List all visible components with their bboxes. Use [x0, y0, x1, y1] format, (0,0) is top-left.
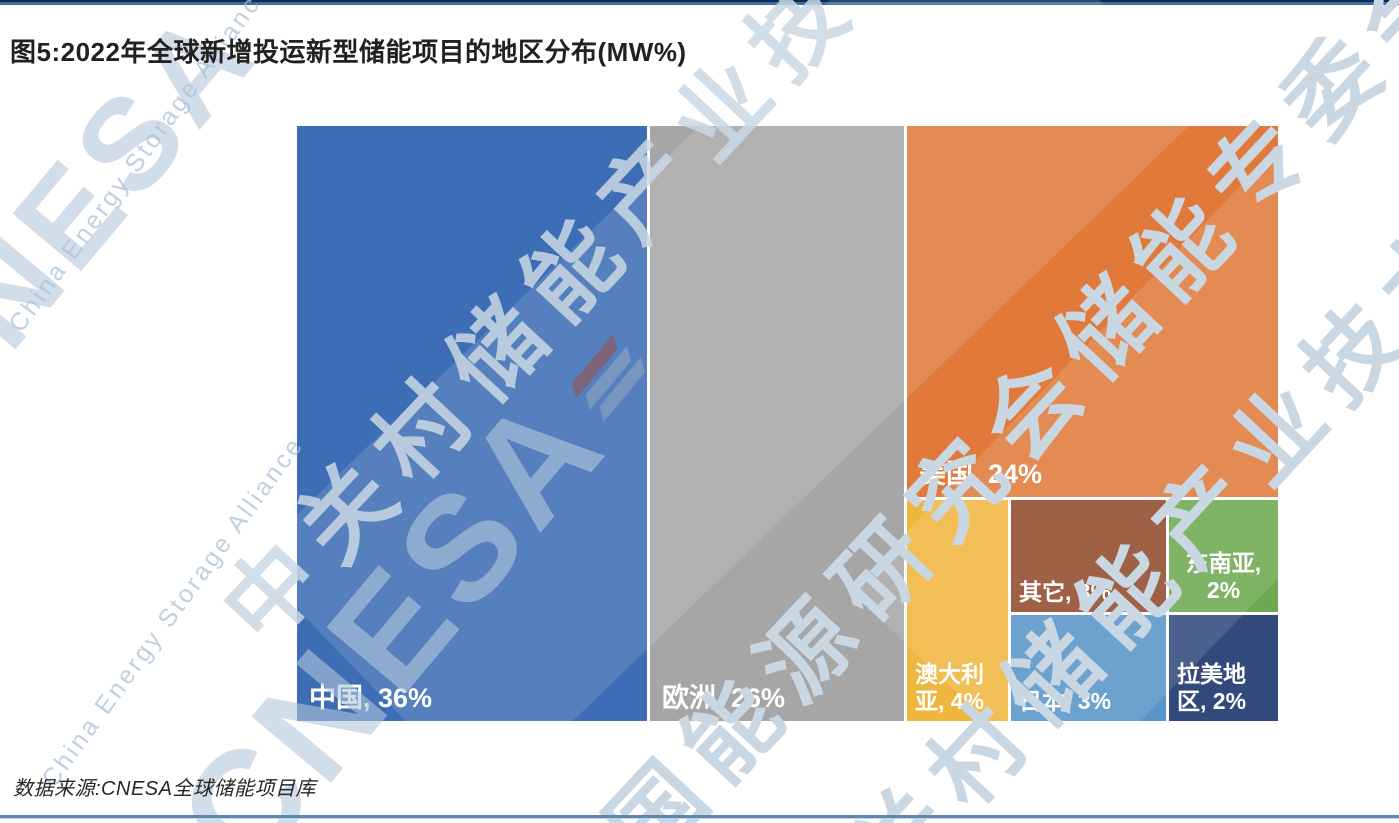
treemap-tile: 其它, 3%	[1011, 500, 1166, 612]
top-border-blue-line	[0, 2, 1399, 5]
treemap-tile: 日本, 3%	[1011, 615, 1166, 721]
treemap-tile-label: 澳大利亚, 4%	[915, 660, 985, 714]
treemap-tile: 东南亚, 2%	[1169, 500, 1278, 612]
treemap-tile-label: 拉美地区, 2%	[1177, 660, 1247, 714]
treemap-tile: 中国, 36%	[297, 126, 647, 721]
treemap-tile-label: 美国, 24%	[919, 459, 1043, 490]
treemap-tile: 美国, 24%	[907, 126, 1278, 497]
figure-title: 图5:2022年全球新增投运新型储能项目的地区分布(MW%)	[10, 37, 687, 67]
top-border	[0, 0, 1399, 5]
bottom-rule	[0, 815, 1399, 819]
watermark-text-en: China Energy Storage Alliance	[36, 431, 310, 793]
treemap: 中国, 36% 欧洲, 26% 美国, 24% 澳大利亚, 4% 其它, 3% 东南亚, …	[297, 126, 1278, 721]
treemap-tile-label: 中国, 36%	[309, 683, 433, 714]
treemap-tile: 欧洲, 26%	[650, 126, 904, 721]
treemap-tile: 澳大利亚, 4%	[907, 500, 1008, 721]
treemap-tile-label: 日本, 3%	[1019, 687, 1112, 714]
source-note: 数据来源:CNESA全球储能项目库	[13, 778, 316, 800]
treemap-tile-label: 东南亚, 2%	[1185, 549, 1262, 603]
treemap-tile-label: 其它, 3%	[1019, 578, 1112, 605]
top-border-dark-line	[0, 0, 1399, 2]
treemap-tile-label: 欧洲, 26%	[662, 683, 786, 714]
treemap-tile: 拉美地区, 2%	[1169, 615, 1278, 721]
